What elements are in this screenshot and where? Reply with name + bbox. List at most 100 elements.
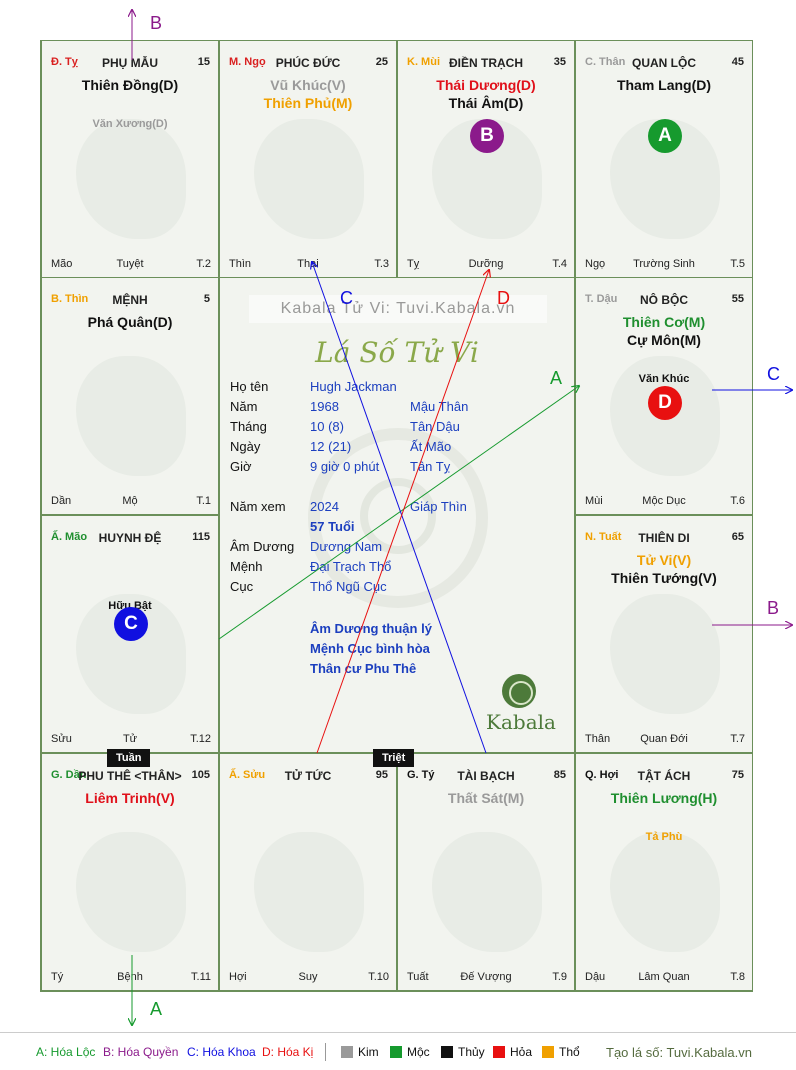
palace-tat-ach: Q. Hợi TẬT ÁCH 75 Thiên Lương(H) Tả Phù Dậu Lâ… bbox=[575, 753, 753, 991]
info-value: 2024 bbox=[310, 499, 339, 514]
note-am-duong: Âm Dương thuận lý bbox=[310, 621, 432, 636]
palace-stem: N. Tuất bbox=[585, 531, 622, 543]
info-value: Thổ Ngũ Cục bbox=[310, 579, 387, 594]
info-value: 9 giờ 0 phút bbox=[310, 459, 380, 474]
palace-name: TÀI BẠCH bbox=[457, 769, 515, 783]
palace-thien-di: N. Tuất THIÊN DI 65 Tử Vi(V) Thiên Tướng(V) T… bbox=[575, 515, 753, 753]
note-than-cu: Thân cư Phu Thê bbox=[310, 661, 417, 676]
limit-label: T.4 bbox=[552, 258, 567, 270]
branch-label: Dậu bbox=[585, 971, 606, 983]
branch-label: Sửu bbox=[51, 733, 72, 745]
palace-age-number: 35 bbox=[553, 56, 566, 68]
palace-name: NÔ BỘC bbox=[640, 293, 688, 307]
palace-stars: Liêm Trinh(V) bbox=[42, 789, 218, 807]
info-label: Năm bbox=[230, 399, 258, 414]
info-label: Tháng bbox=[230, 419, 267, 434]
palace-age-number: 45 bbox=[731, 56, 744, 68]
info-row: 57 Tuổi bbox=[230, 518, 560, 536]
info-row: Năm xem 2024 Giáp Thìn bbox=[230, 498, 560, 516]
info-value: 1968 bbox=[310, 399, 339, 414]
branch-label: Tuất bbox=[407, 971, 429, 983]
tu-hoa-badge: D bbox=[648, 386, 682, 420]
info-row: Tháng 10 (8) Tân Dậu bbox=[230, 418, 560, 436]
swatch-kim bbox=[341, 1046, 353, 1058]
palace-name: PHU THÊ <THÂN> bbox=[78, 769, 182, 783]
info-value: Dương Nam bbox=[310, 539, 383, 554]
palace-stem: Ấ. Mão bbox=[51, 531, 88, 543]
legend-thuy: Thủy bbox=[458, 1045, 485, 1059]
tu-hoa-badge: B bbox=[470, 119, 504, 153]
swatch-hoa bbox=[493, 1046, 505, 1058]
tag-tuan: Tuần bbox=[107, 749, 151, 767]
kabala-tree-logo-icon bbox=[502, 674, 536, 708]
main-star: Cự Môn(M) bbox=[627, 332, 701, 348]
main-star: Thiên Phủ(M) bbox=[263, 95, 353, 111]
palace-dien-trach: K. Mùi ĐIỀN TRẠCH 35 Thái Dương(D) Thái Âm(D… bbox=[397, 40, 575, 278]
limit-label: T.2 bbox=[196, 258, 211, 270]
palace-name: TẬT ÁCH bbox=[637, 769, 691, 783]
main-star: Thiên Cơ(M) bbox=[622, 314, 706, 330]
info-value: 10 (8) bbox=[310, 419, 344, 434]
info-label: Năm xem bbox=[230, 499, 286, 514]
limit-label: T.10 bbox=[368, 971, 389, 983]
info-row: Âm Dương Dương Nam bbox=[230, 538, 560, 556]
minor-star: Tả Phù bbox=[645, 831, 683, 843]
limit-label: T.11 bbox=[191, 971, 211, 983]
main-star: Thái Dương(D) bbox=[436, 77, 536, 93]
palace-menh: B. Thìn MỆNH 5 Phá Quân(D) Dần Mộ T.1 bbox=[41, 277, 219, 515]
note-menh-cuc: Mệnh Cục bình hòa bbox=[310, 641, 430, 656]
stage-label: Trường Sinh bbox=[633, 258, 695, 270]
palace-name: THIÊN DI bbox=[638, 531, 690, 545]
branch-label: Mão bbox=[51, 258, 73, 270]
palace-stem: C. Thân bbox=[585, 56, 626, 68]
swatch-thuy bbox=[441, 1046, 453, 1058]
info-row: Năm 1968 Mậu Thân bbox=[230, 398, 560, 416]
palace-stem: G. Dần bbox=[51, 769, 87, 781]
info-row: Cục Thổ Ngũ Cục bbox=[230, 578, 560, 596]
palace-huynh-de: Ấ. Mão HUYNH ĐỆ 115 Hữu Bật C Sửu Tử T.12 bbox=[41, 515, 219, 753]
info-row: Họ tên Hugh Jackman bbox=[230, 378, 560, 396]
label-a-bottom: A bbox=[150, 999, 162, 1019]
palace-name: PHỤ MẪU bbox=[102, 56, 158, 70]
tag-triet: Triệt bbox=[373, 749, 415, 767]
main-star: Liêm Trinh(V) bbox=[85, 790, 175, 806]
tu-hoa-badge: A bbox=[648, 119, 682, 153]
stage-label: Tử bbox=[122, 733, 138, 745]
palace-no-boc: T. Dậu NÔ BỘC 55 Thiên Cơ(M) Cự Môn(M) Văn Kh… bbox=[575, 277, 753, 515]
stage-label: Mộc Dục bbox=[642, 495, 686, 507]
zodiac-watermark-icon bbox=[76, 119, 186, 239]
palace-stars: Thất Sát(M) bbox=[398, 789, 574, 807]
palace-stem: B. Thìn bbox=[51, 293, 89, 305]
info-value-canchi: Tân Dậu bbox=[410, 419, 460, 434]
limit-label: T.7 bbox=[730, 733, 745, 745]
stage-label: Mộ bbox=[122, 495, 138, 507]
legend-site-link[interactable]: Tạo lá số: Tuvi.Kabala.vn bbox=[606, 1045, 752, 1060]
main-star: Thiên Tướng(V) bbox=[611, 570, 717, 586]
palace-stem: Q. Hợi bbox=[585, 769, 619, 781]
branch-label: Tý bbox=[51, 971, 64, 983]
legend-hoa-loc: A: Hóa Lộc bbox=[36, 1045, 96, 1059]
palace-quan-loc: C. Thân QUAN LỘC 45 Tham Lang(D) A Ngọ Trường … bbox=[575, 40, 753, 278]
legend-tho: Thổ bbox=[559, 1045, 580, 1059]
palace-stars: Thái Dương(D) Thái Âm(D) bbox=[398, 76, 574, 112]
palace-stars: Phá Quân(D) bbox=[42, 313, 218, 331]
palace-stars: Tử Vi(V) Thiên Tướng(V) bbox=[576, 551, 752, 587]
palace-age-number: 95 bbox=[375, 769, 388, 781]
legend-hoa-quyen: B: Hóa Quyền bbox=[103, 1045, 179, 1059]
limit-label: T.12 bbox=[190, 733, 211, 745]
stage-label: Đế Vượng bbox=[460, 971, 512, 983]
branch-label: Ngọ bbox=[585, 258, 606, 270]
main-star: Thất Sát(M) bbox=[447, 790, 525, 806]
chart-logo-title: Lá Số Tử Vi bbox=[315, 336, 479, 369]
palace-stars: Thiên Cơ(M) Cự Môn(M) Văn Khúc bbox=[576, 313, 752, 387]
stage-label: Bệnh bbox=[117, 971, 143, 983]
minor-star: Hữu Bật bbox=[108, 600, 152, 612]
info-row: Ngày 12 (21) Ất Mão bbox=[230, 438, 560, 456]
main-star: Vũ Khúc(V) bbox=[270, 77, 346, 93]
info-label: Âm Dương bbox=[230, 539, 295, 554]
main-star: Tử Vi(V) bbox=[636, 552, 692, 568]
palace-age-number: 105 bbox=[191, 769, 210, 781]
stage-label: Suy bbox=[298, 971, 318, 983]
branch-label: Mùi bbox=[585, 495, 603, 507]
stage-label: Thai bbox=[297, 258, 319, 270]
